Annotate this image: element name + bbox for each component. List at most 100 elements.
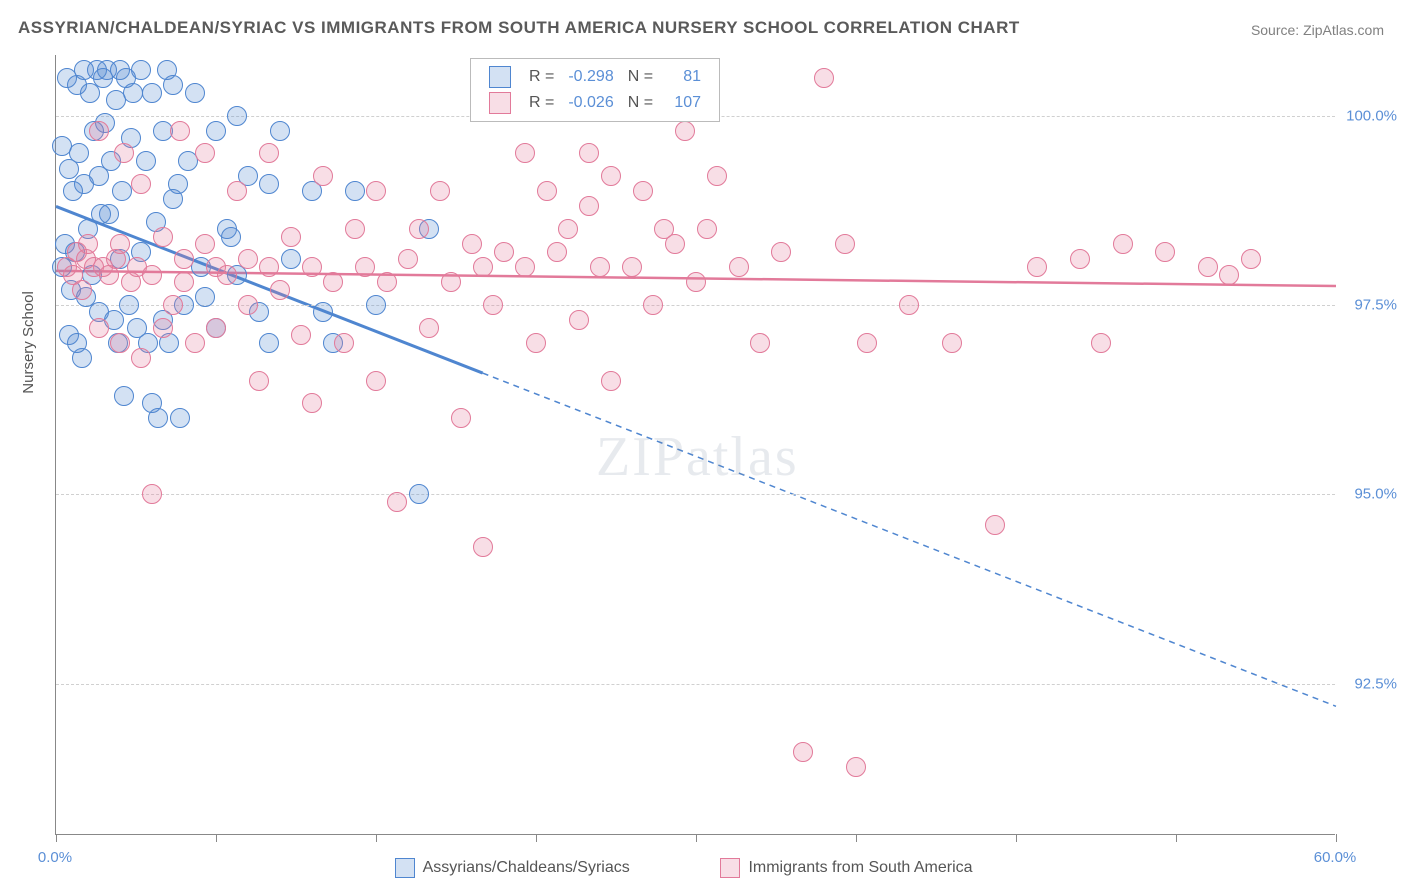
x-tick	[56, 834, 57, 842]
x-tick-label: 0.0%	[38, 849, 72, 866]
series-legend-item: Immigrants from South America	[720, 858, 973, 878]
data-point	[142, 265, 162, 285]
data-point	[345, 181, 365, 201]
data-point	[579, 143, 599, 163]
x-tick	[696, 834, 697, 842]
data-point	[174, 272, 194, 292]
data-point	[114, 143, 134, 163]
data-point	[281, 227, 301, 247]
data-point	[131, 348, 151, 368]
data-point	[515, 257, 535, 277]
data-point	[163, 295, 183, 315]
data-point	[185, 83, 205, 103]
data-point	[195, 143, 215, 163]
data-point	[771, 242, 791, 262]
data-point	[366, 181, 386, 201]
data-point	[985, 515, 1005, 535]
data-point	[259, 143, 279, 163]
data-point	[1219, 265, 1239, 285]
data-point	[313, 302, 333, 322]
data-point	[195, 234, 215, 254]
data-point	[119, 295, 139, 315]
data-point	[123, 83, 143, 103]
data-point	[473, 537, 493, 557]
data-point	[590, 257, 610, 277]
data-point	[366, 295, 386, 315]
data-point	[473, 257, 493, 277]
data-point	[89, 318, 109, 338]
data-point	[72, 280, 92, 300]
data-point	[227, 181, 247, 201]
data-point	[1198, 257, 1218, 277]
gridline-horizontal	[56, 494, 1335, 495]
data-point	[148, 408, 168, 428]
legend-swatch	[489, 92, 511, 114]
data-point	[131, 174, 151, 194]
data-point	[131, 60, 151, 80]
data-point	[622, 257, 642, 277]
series-legend-item: Assyrians/Chaldeans/Syriacs	[395, 858, 630, 878]
y-axis-label: Nursery School	[20, 291, 37, 394]
data-point	[526, 333, 546, 353]
data-point	[259, 257, 279, 277]
data-point	[537, 181, 557, 201]
data-point	[675, 121, 695, 141]
x-tick	[1016, 834, 1017, 842]
data-point	[238, 295, 258, 315]
data-point	[601, 166, 621, 186]
legend-n-label: N =	[622, 65, 659, 89]
data-point	[114, 386, 134, 406]
chart-title: ASSYRIAN/CHALDEAN/SYRIAC VS IMMIGRANTS F…	[18, 18, 1020, 38]
data-point	[697, 219, 717, 239]
legend-r-label: R =	[523, 65, 560, 89]
legend-n-value: 81	[661, 65, 707, 89]
data-point	[170, 408, 190, 428]
data-point	[707, 166, 727, 186]
data-point	[249, 371, 269, 391]
data-point	[942, 333, 962, 353]
data-point	[899, 295, 919, 315]
data-point	[302, 257, 322, 277]
plot-area: ZIPatlas 92.5%95.0%97.5%100.0%	[55, 55, 1335, 835]
x-tick	[1336, 834, 1337, 842]
correlation-legend: R =-0.298N =81R =-0.026N =107	[470, 58, 720, 122]
data-point	[1027, 257, 1047, 277]
data-point	[814, 68, 834, 88]
y-tick-label: 92.5%	[1342, 675, 1397, 692]
data-point	[857, 333, 877, 353]
legend-series-label: Immigrants from South America	[748, 859, 972, 876]
data-point	[302, 393, 322, 413]
data-point	[441, 272, 461, 292]
legend-r-value: -0.026	[562, 91, 619, 115]
data-point	[633, 181, 653, 201]
data-point	[217, 265, 237, 285]
data-point	[643, 295, 663, 315]
x-tick	[1176, 834, 1177, 842]
y-tick-label: 100.0%	[1342, 107, 1397, 124]
data-point	[153, 318, 173, 338]
data-point	[142, 484, 162, 504]
x-tick	[376, 834, 377, 842]
data-point	[281, 249, 301, 269]
data-point	[313, 166, 333, 186]
data-point	[409, 484, 429, 504]
data-point	[451, 408, 471, 428]
data-point	[793, 742, 813, 762]
data-point	[195, 287, 215, 307]
data-point	[206, 121, 226, 141]
data-point	[270, 280, 290, 300]
data-point	[163, 75, 183, 95]
data-point	[185, 333, 205, 353]
legend-series-label: Assyrians/Chaldeans/Syriacs	[423, 859, 630, 876]
data-point	[227, 106, 247, 126]
data-point	[569, 310, 589, 330]
data-point	[259, 333, 279, 353]
data-point	[750, 333, 770, 353]
data-point	[345, 219, 365, 239]
data-point	[601, 371, 621, 391]
legend-swatch	[720, 858, 740, 878]
data-point	[1113, 234, 1133, 254]
data-point	[398, 249, 418, 269]
data-point	[355, 257, 375, 277]
legend-swatch	[395, 858, 415, 878]
